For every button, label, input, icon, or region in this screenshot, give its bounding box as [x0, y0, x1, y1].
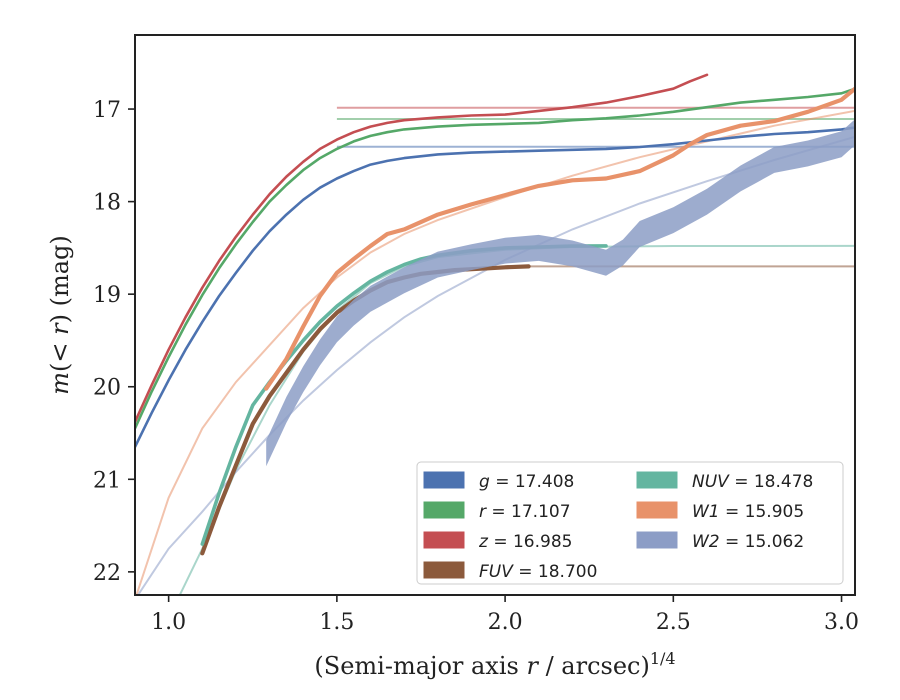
- y-tick-label: 20: [93, 376, 121, 401]
- legend: g = 17.408 r = 17.107 z = 16.985 FUV = 18.7…: [416, 461, 844, 585]
- y-tick-label: 22: [93, 561, 121, 586]
- legend-label-r: r = 17.107: [479, 502, 571, 522]
- legend-label-z: z = 16.985: [478, 532, 572, 552]
- y-tick-label: 21: [93, 468, 121, 493]
- y-tick-label: 17: [93, 98, 121, 123]
- legend-swatch-fuv: [423, 561, 465, 579]
- data-band-w2: [266, 119, 855, 467]
- legend-label-w2: W2 = 15.062: [692, 532, 804, 552]
- model-curve-w1: [135, 109, 855, 595]
- legend-label-g: g = 17.408: [479, 472, 574, 492]
- legend-swatch-r: [423, 501, 465, 519]
- legend-label-w1: W1 = 15.905: [692, 502, 804, 522]
- legend-swatch-w1: [636, 501, 678, 519]
- x-tick-label: 3.0: [824, 610, 859, 635]
- x-tick-label: 2.5: [656, 610, 691, 635]
- legend-swatch-g: [423, 471, 465, 489]
- data-curve-w1: [264, 86, 855, 391]
- x-tick-label: 2.0: [488, 610, 523, 635]
- data-curve-g: [135, 126, 855, 449]
- legend-frame: [416, 461, 844, 585]
- legend-swatch-z: [423, 531, 465, 549]
- y-tick-label: 18: [93, 191, 121, 216]
- legend-label-fuv: FUV = 18.700: [479, 562, 597, 582]
- data-curve-r: [135, 87, 855, 430]
- legend-label-nuv: NUV = 18.478: [692, 472, 813, 492]
- plot-frame: [134, 34, 856, 596]
- data-curves: [135, 73, 855, 556]
- data-curve-z: [135, 73, 709, 424]
- axis-ticks: 1.0 1.5 2.0 2.5 3.0 17 18 19 20 21 22: [93, 98, 859, 635]
- x-tick-label: 1.5: [319, 610, 354, 635]
- legend-swatch-w2: [636, 531, 678, 549]
- x-tick-label: 1.0: [151, 610, 186, 635]
- y-axis-label: m(< r) (mag): [46, 235, 74, 395]
- x-axis-label: (Semi-major axis r / arcsec)1/4: [314, 649, 675, 680]
- legend-swatch-nuv: [636, 471, 678, 489]
- y-tick-label: 19: [93, 283, 121, 308]
